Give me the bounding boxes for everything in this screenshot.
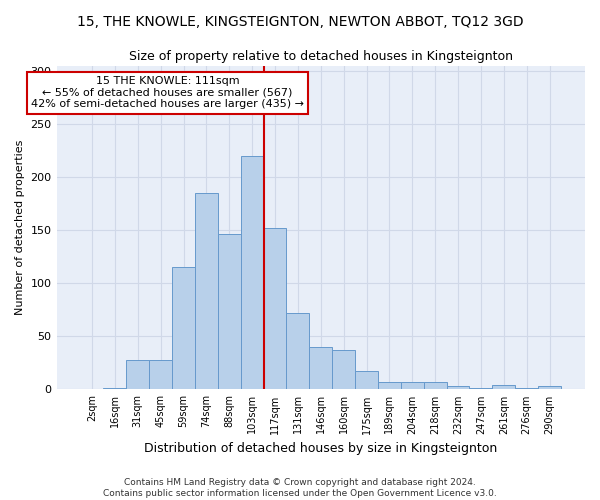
Bar [538, 386, 561, 390]
Bar [195, 193, 218, 390]
Bar [241, 156, 263, 390]
Bar [515, 388, 538, 390]
Y-axis label: Number of detached properties: Number of detached properties [15, 140, 25, 315]
Bar [127, 360, 149, 390]
Bar [286, 313, 310, 390]
X-axis label: Distribution of detached houses by size in Kingsteignton: Distribution of detached houses by size … [144, 442, 497, 455]
Text: 15 THE KNOWLE: 111sqm
← 55% of detached houses are smaller (567)
42% of semi-det: 15 THE KNOWLE: 111sqm ← 55% of detached … [31, 76, 304, 110]
Text: 15, THE KNOWLE, KINGSTEIGNTON, NEWTON ABBOT, TQ12 3GD: 15, THE KNOWLE, KINGSTEIGNTON, NEWTON AB… [77, 15, 523, 29]
Bar [469, 388, 493, 390]
Bar [218, 234, 241, 390]
Bar [310, 347, 332, 390]
Bar [263, 228, 286, 390]
Bar [103, 388, 127, 390]
Bar [149, 360, 172, 390]
Bar [424, 382, 446, 390]
Bar [401, 382, 424, 390]
Bar [493, 385, 515, 390]
Bar [378, 382, 401, 390]
Bar [355, 372, 378, 390]
Title: Size of property relative to detached houses in Kingsteignton: Size of property relative to detached ho… [129, 50, 513, 63]
Bar [446, 386, 469, 390]
Text: Contains HM Land Registry data © Crown copyright and database right 2024.
Contai: Contains HM Land Registry data © Crown c… [103, 478, 497, 498]
Bar [332, 350, 355, 390]
Bar [172, 268, 195, 390]
